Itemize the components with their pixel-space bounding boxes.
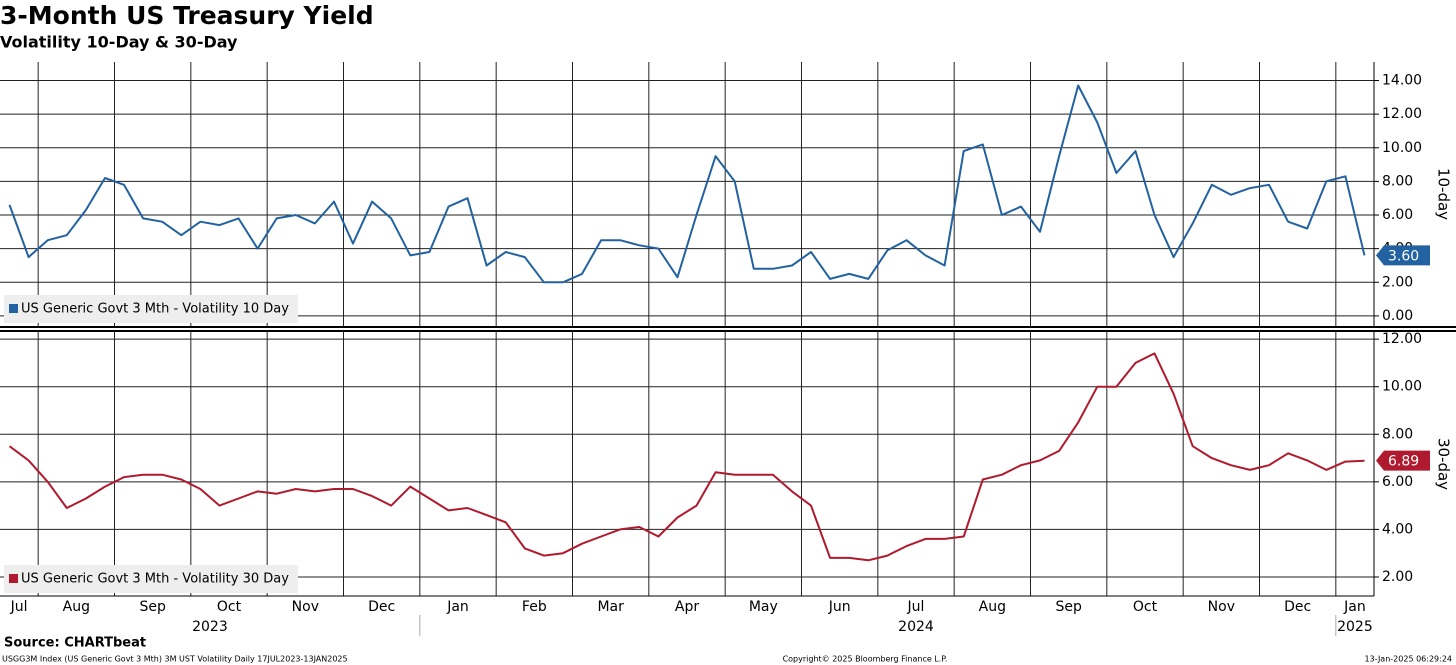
x-tick-label: Aug: [979, 599, 1006, 615]
x-tick-label: Sep: [1055, 599, 1082, 615]
footer-center: Copyright© 2025 Bloomberg Finance L.P.: [783, 655, 948, 664]
x-tick-label: May: [749, 599, 778, 615]
legend-box: [4, 565, 298, 593]
y-tick-label: 6.00: [1382, 474, 1413, 490]
footer-right: 13-Jan-2025 06:29:24: [1364, 655, 1452, 664]
x-tick-label: Mar: [597, 599, 624, 615]
last-value-label: 3.60: [1388, 248, 1419, 264]
y-tick-label: 10.00: [1382, 379, 1422, 395]
y-tick-label: 2.00: [1382, 274, 1413, 290]
last-value-label: 6.89: [1388, 454, 1419, 470]
y-tick-label: 2.00: [1382, 569, 1413, 585]
series-line: [8, 84, 1366, 284]
y-tick-label: 12.00: [1382, 331, 1422, 347]
chart-subtitle: Volatility 10-Day & 30-Day: [0, 33, 238, 52]
axis-title: 30-day: [1435, 438, 1453, 490]
last-value-tag: [1376, 450, 1430, 471]
last-value-tag: [1376, 245, 1430, 266]
x-tick-label: Oct: [1133, 599, 1158, 615]
legend-box: [4, 295, 298, 323]
y-tick-label: 14.00: [1382, 72, 1422, 88]
legend-swatch: [9, 304, 18, 313]
y-tick-label: 12.00: [1382, 106, 1422, 122]
axis-title: 10-day: [1435, 168, 1453, 220]
x-tick-label: Sep: [139, 599, 166, 615]
x-tick-label: Dec: [368, 599, 395, 615]
x-tick-label: Jan: [446, 599, 469, 615]
y-tick-label: 10.00: [1382, 140, 1422, 156]
legend-swatch: [9, 574, 18, 583]
source: Source: CHARTbeat: [4, 636, 146, 651]
x-tick-label: Jun: [828, 599, 851, 615]
x-tick-label: Feb: [522, 599, 547, 615]
y-tick-label: 6.00: [1382, 207, 1413, 223]
x-tick-label: Dec: [1284, 599, 1311, 615]
legend-label: US Generic Govt 3 Mth - Volatility 30 Da…: [21, 572, 289, 587]
x-tick-label: Jan: [1343, 599, 1366, 615]
y-tick-label: 4.00: [1382, 521, 1413, 537]
y-tick-label: 0.00: [1382, 308, 1413, 324]
x-tick-label: Oct: [217, 599, 242, 615]
x-tick-label: Jul: [10, 599, 28, 615]
y-tick-label: 8.00: [1382, 173, 1413, 189]
series-line: [8, 352, 1365, 562]
year-label: 2023: [192, 619, 228, 635]
y-tick-label: 8.00: [1382, 426, 1413, 442]
x-tick-label: Jul: [907, 599, 925, 615]
year-label: 2025: [1337, 619, 1373, 635]
x-tick-label: Nov: [1208, 599, 1235, 615]
year-label: 2024: [898, 619, 934, 635]
x-tick-label: Aug: [63, 599, 90, 615]
chart-title: 3-Month US Treasury Yield: [0, 1, 374, 30]
x-tick-label: Apr: [675, 599, 699, 615]
x-tick-label: Nov: [292, 599, 319, 615]
legend-label: US Generic Govt 3 Mth - Volatility 10 Da…: [21, 302, 289, 317]
footer-left: USGG3M Index (US Generic Govt 3 Mth) 3M …: [2, 655, 348, 664]
